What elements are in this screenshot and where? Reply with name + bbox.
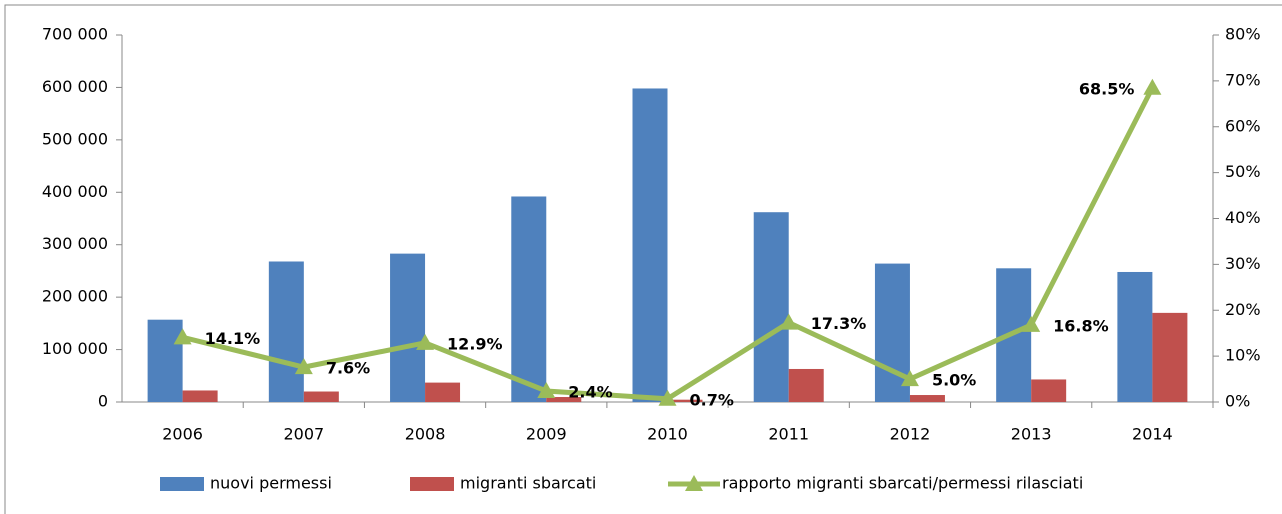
- marker: [294, 358, 313, 375]
- y-tick-label: 500 000: [42, 129, 108, 148]
- y2-tick-label: 0%: [1225, 392, 1250, 411]
- y2-tick-label: 10%: [1225, 346, 1261, 365]
- x-tick-label: 2007: [283, 425, 324, 444]
- bar: [182, 390, 218, 402]
- bar: [390, 253, 426, 402]
- y2-tick-label: 40%: [1225, 208, 1261, 227]
- bar: [303, 391, 339, 402]
- data-label: 7.6%: [326, 359, 370, 378]
- data-label: 5.0%: [932, 371, 976, 390]
- x-tick-label: 2012: [890, 425, 931, 444]
- data-label: 2.4%: [568, 382, 612, 401]
- y2-tick-label: 70%: [1225, 70, 1261, 89]
- bar: [1117, 271, 1153, 402]
- legend-swatch: [410, 477, 454, 491]
- y-tick-label: 100 000: [42, 339, 108, 358]
- marker: [416, 333, 435, 350]
- marker: [1022, 315, 1041, 332]
- y2-tick-label: 50%: [1225, 162, 1261, 181]
- marker: [537, 381, 556, 398]
- y2-tick-label: 20%: [1225, 300, 1261, 319]
- legend-label: rapporto migranti sbarcati/permessi rila…: [722, 474, 1083, 493]
- bar: [753, 212, 789, 402]
- x-tick-label: 2008: [405, 425, 446, 444]
- x-tick-label: 2014: [1132, 425, 1173, 444]
- y-tick-label: 200 000: [42, 287, 108, 306]
- legend-swatch: [685, 475, 703, 491]
- bar: [425, 382, 461, 402]
- data-label: 17.3%: [811, 314, 867, 333]
- y2-tick-label: 80%: [1225, 25, 1261, 44]
- data-label: 12.9%: [447, 334, 503, 353]
- x-tick-label: 2009: [526, 425, 567, 444]
- legend-swatch: [160, 477, 204, 491]
- y-tick-label: 600 000: [42, 77, 108, 96]
- data-label: 0.7%: [690, 390, 734, 409]
- legend-label: nuovi permessi: [210, 474, 332, 493]
- x-tick-label: 2013: [1011, 425, 1052, 444]
- bar: [1152, 312, 1188, 402]
- y-tick-label: 300 000: [42, 234, 108, 253]
- data-label: 14.1%: [205, 329, 261, 348]
- x-tick-label: 2011: [768, 425, 809, 444]
- bar: [511, 196, 547, 402]
- bar: [909, 395, 945, 402]
- bar: [788, 368, 824, 402]
- marker: [173, 328, 192, 345]
- marker: [658, 389, 677, 406]
- bar: [546, 397, 582, 402]
- bar: [268, 261, 304, 402]
- bar: [147, 319, 183, 402]
- y-tick-label: 400 000: [42, 182, 108, 201]
- y2-tick-label: 30%: [1225, 254, 1261, 273]
- x-tick-label: 2010: [647, 425, 688, 444]
- marker: [779, 313, 798, 330]
- y2-tick-label: 60%: [1225, 116, 1261, 135]
- data-label: 68.5%: [1079, 79, 1135, 98]
- marker: [1143, 78, 1162, 95]
- bar: [632, 88, 668, 402]
- x-tick-label: 2006: [162, 425, 203, 444]
- marker: [900, 370, 919, 387]
- bar: [667, 399, 703, 402]
- data-label: 16.8%: [1053, 316, 1109, 335]
- y-tick-label: 700 000: [42, 25, 108, 44]
- bar: [1031, 379, 1067, 402]
- y-tick-label: 0: [98, 392, 108, 411]
- legend-label: migranti sbarcati: [460, 474, 596, 493]
